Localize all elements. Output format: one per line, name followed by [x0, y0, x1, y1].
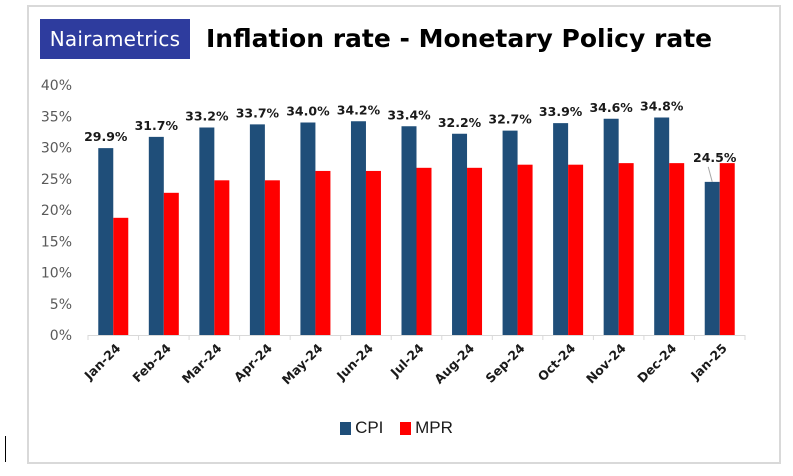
legend-item-mpr: MPR — [400, 418, 453, 438]
bar-mpr — [669, 163, 685, 335]
data-label: 34.0% — [286, 104, 330, 119]
y-tick-label: 10% — [41, 266, 72, 282]
y-tick-label: 20% — [41, 203, 72, 219]
bar-mpr — [315, 170, 331, 335]
x-tick-label: Nov-24 — [583, 340, 629, 386]
bar-mpr — [214, 180, 230, 335]
bar-mpr — [719, 163, 735, 335]
bar-mpr — [467, 167, 483, 335]
y-tick-label: 40% — [41, 78, 72, 94]
data-label: 24.5% — [693, 150, 737, 165]
bar-cpi — [249, 124, 265, 335]
y-tick-label: 30% — [41, 141, 72, 157]
x-tick-label: May-24 — [279, 340, 326, 387]
x-tick-label: Sep-24 — [482, 340, 527, 385]
nairametrics-logo: Nairametrics — [40, 19, 190, 59]
x-tick-label: Mar-24 — [179, 340, 225, 386]
x-tick-label: Feb-24 — [129, 340, 174, 385]
data-label: 34.8% — [640, 99, 684, 114]
legend-label-cpi: CPI — [355, 418, 384, 437]
data-label: 33.7% — [236, 105, 280, 120]
x-tick-label: Oct-24 — [535, 340, 579, 384]
x-tick-label: Apr-24 — [231, 340, 275, 384]
bar-cpi — [654, 117, 670, 335]
bar-cpi — [704, 181, 720, 335]
bar-cpi — [300, 122, 316, 335]
bar-mpr — [517, 164, 533, 335]
data-label: 33.4% — [387, 107, 431, 122]
bar-mpr — [113, 217, 129, 335]
legend: CPI MPR — [0, 418, 793, 440]
bar-cpi — [401, 126, 417, 335]
data-labels: 29.9% 31.7% 33.2% 33.7% 34.0% 34.2% 33.4% 32.2%… — [84, 99, 737, 183]
legend-item-cpi: CPI — [340, 418, 383, 438]
y-tick-label: 25% — [41, 172, 72, 188]
x-tick-label: Jan-25 — [687, 341, 730, 384]
x-tick-label: Dec-24 — [634, 340, 679, 385]
bar-cpi — [452, 133, 468, 335]
bar-cpi — [603, 118, 619, 335]
x-tick-label: Jun-24 — [333, 340, 376, 383]
bar-cpi — [553, 123, 569, 335]
bar-mpr — [365, 170, 381, 335]
legend-label-mpr: MPR — [415, 418, 453, 437]
bar-mpr — [568, 164, 584, 335]
bar-cpi — [199, 127, 215, 335]
data-label: 33.9% — [539, 104, 583, 119]
bar-mpr — [618, 163, 634, 335]
legend-swatch-mpr — [400, 421, 412, 435]
chart-title: Inflation rate - Monetary Policy rate — [206, 24, 713, 53]
text-cursor — [5, 436, 6, 462]
x-tick-label: Jul-24 — [387, 340, 427, 380]
bar-mpr — [416, 167, 432, 335]
x-tick-label: Jan-24 — [81, 340, 124, 383]
data-label: 34.2% — [337, 102, 381, 117]
y-tick-label: 0% — [50, 328, 72, 344]
x-tick-label: Aug-24 — [431, 340, 477, 386]
leader-line — [707, 166, 713, 183]
y-tick-label: 5% — [50, 297, 72, 313]
data-label: 34.6% — [589, 100, 633, 115]
data-label: 31.7% — [135, 118, 179, 133]
bar-mpr — [264, 180, 280, 335]
bar-cpi — [98, 148, 114, 335]
y-axis: 0% 5% 10% 15% 20% 25% 30% 35% 40% — [41, 78, 72, 344]
data-label: 32.2% — [438, 115, 482, 130]
bar-cpi — [502, 130, 518, 335]
bars — [98, 117, 735, 335]
y-tick-label: 35% — [41, 109, 72, 125]
bar-mpr — [163, 192, 179, 335]
y-tick-label: 15% — [41, 234, 72, 250]
data-label: 33.2% — [185, 109, 229, 124]
legend-swatch-cpi — [340, 421, 352, 435]
bar-cpi — [350, 121, 366, 335]
bar-cpi — [148, 136, 164, 335]
x-axis: Jan-24 Feb-24 Mar-24 Apr-24 May-24 Jun-24 Jul-… — [81, 335, 746, 387]
data-label: 32.7% — [488, 112, 532, 127]
data-label: 29.9% — [84, 129, 128, 144]
